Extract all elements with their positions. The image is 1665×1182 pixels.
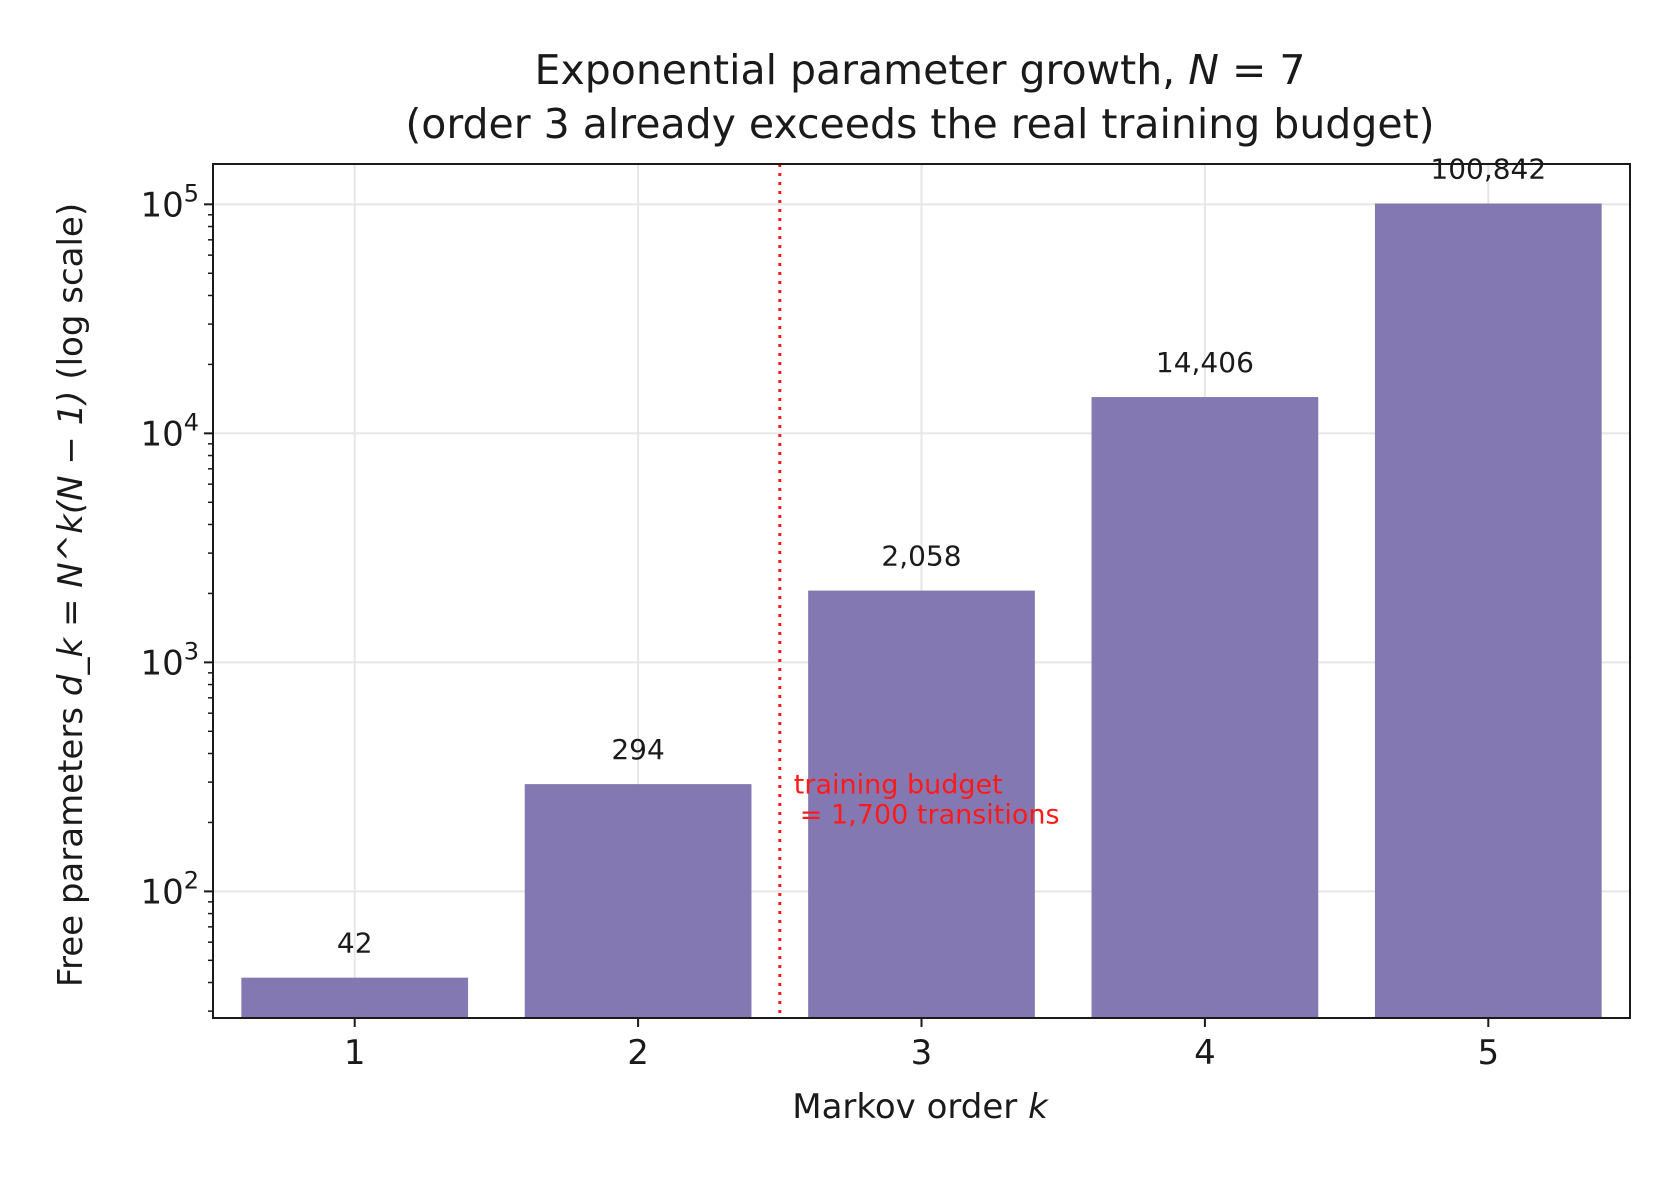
budget-label-line2: = 1,700 transitions [800, 800, 1060, 831]
bar-value-label: 2,058 [881, 540, 961, 573]
y-axis-label: Free parameters d_k = N^k(N − 1) (log sc… [51, 203, 91, 987]
bar [808, 590, 1035, 1018]
x-tick-label: 3 [911, 1033, 933, 1073]
value-labels: 42 294 2,058 14,406 100,842 [337, 152, 1546, 959]
x-axis-ticks: 1 2 3 4 5 [344, 1018, 1499, 1073]
y-tick-label: 105 [140, 179, 199, 225]
y-axis-minor-ticks [208, 214, 213, 1012]
y-axis-ticks: 102 103 104 105 [140, 179, 213, 912]
bars [241, 203, 1602, 1019]
bar [1091, 397, 1319, 1019]
x-tick-label: 5 [1477, 1033, 1499, 1073]
bar [1374, 203, 1602, 1018]
training-budget-marker: training budget = 1,700 transitions [778, 164, 1060, 1018]
chart-title-line2: (order 3 already exceeds the real traini… [405, 100, 1434, 148]
chart-title-line1: Exponential parameter growth, N = 7 [535, 46, 1306, 94]
x-axis-label: Markov order k [792, 1087, 1049, 1127]
budget-label-line1: training budget [794, 770, 1003, 801]
bar-value-label: 14,406 [1156, 346, 1254, 379]
y-tick-label: 102 [140, 866, 199, 912]
bar [241, 977, 469, 1018]
bar-value-label: 42 [337, 927, 373, 960]
y-tick-label: 103 [140, 637, 199, 683]
y-tick-label: 104 [140, 408, 199, 454]
bar-value-label: 294 [611, 733, 664, 766]
x-tick-label: 2 [627, 1033, 649, 1073]
x-tick-label: 1 [344, 1033, 366, 1073]
bar [524, 784, 752, 1018]
x-tick-label: 4 [1194, 1033, 1216, 1073]
bar-value-label: 100,842 [1430, 152, 1546, 185]
